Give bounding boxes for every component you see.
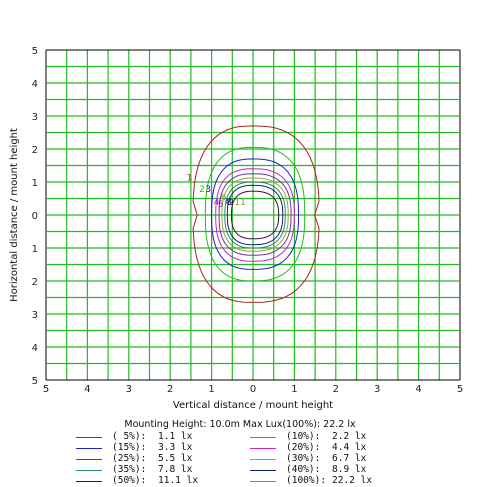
x-axis-label: Vertical distance / mount height bbox=[173, 400, 333, 411]
contour-line-6 bbox=[221, 177, 289, 252]
y-tick-label: 3 bbox=[32, 310, 38, 321]
contour-line-7 bbox=[224, 181, 286, 249]
legend-value: 5.5 lx bbox=[158, 453, 193, 464]
y-tick-label: 1 bbox=[32, 244, 38, 255]
contour-line-2 bbox=[204, 146, 306, 282]
legend-item: (40%): 8.9 lx bbox=[250, 464, 430, 476]
legend-swatch bbox=[76, 459, 102, 460]
legend-percent: ( 5%): bbox=[112, 431, 147, 442]
contour-line-4 bbox=[215, 168, 295, 262]
x-tick-label: 3 bbox=[126, 384, 132, 395]
x-tick-label: 2 bbox=[167, 384, 173, 395]
legend-swatch bbox=[76, 481, 102, 482]
contour-line-3 bbox=[211, 158, 300, 270]
y-tick-label: 2 bbox=[32, 277, 38, 288]
x-tick-label: 1 bbox=[208, 384, 214, 395]
legend-value: 2.2 lx bbox=[332, 431, 367, 442]
legend-item: (20%): 4.4 lx bbox=[250, 442, 430, 454]
legend-value: 11.1 lx bbox=[158, 475, 199, 486]
contour-line-8 bbox=[226, 184, 284, 246]
x-tick-label: 2 bbox=[333, 384, 339, 395]
x-tick-label: 5 bbox=[43, 384, 49, 395]
contour-line-1 bbox=[192, 125, 320, 303]
y-tick-label: 1 bbox=[32, 178, 38, 189]
legend-swatch bbox=[250, 470, 276, 471]
y-tick-labels: 5 4 3 2 1 0 1 2 3 4 5 bbox=[32, 46, 38, 387]
y-tick-label: 5 bbox=[32, 46, 38, 57]
contour-label: 5 bbox=[218, 200, 224, 210]
contour-label: 1 bbox=[187, 173, 193, 183]
contour-label: 4 bbox=[214, 198, 220, 208]
legend-item: ( 5%): 1.1 lx bbox=[76, 431, 256, 443]
legend-swatch bbox=[250, 437, 276, 438]
legend-percent: (50%): bbox=[112, 475, 147, 486]
contour-label: 9 bbox=[228, 198, 234, 208]
legend-item: (15%): 3.3 lx bbox=[76, 442, 256, 454]
legend-percent: (20%): bbox=[286, 442, 321, 453]
legend-item: (35%): 7.8 lx bbox=[76, 464, 256, 476]
legend-swatch bbox=[250, 459, 276, 460]
legend-percent: (15%): bbox=[112, 442, 147, 453]
x-tick-labels: 5 4 3 2 1 0 1 2 3 4 5 bbox=[43, 384, 463, 395]
legend-percent: (40%): bbox=[286, 464, 321, 475]
y-tick-label: 0 bbox=[32, 211, 38, 222]
legend-swatch bbox=[250, 481, 276, 482]
legend-item: (10%): 2.2 lx bbox=[250, 431, 430, 443]
x-tick-label: 3 bbox=[374, 384, 380, 395]
legend-item: (25%): 5.5 lx bbox=[76, 453, 256, 465]
y-tick-label: 5 bbox=[32, 376, 38, 387]
legend-value: 4.4 lx bbox=[332, 442, 367, 453]
contour-label: 2 bbox=[199, 185, 205, 195]
legend-value: 3.3 lx bbox=[158, 442, 193, 453]
x-tick-label: 5 bbox=[457, 384, 463, 395]
legend-swatch bbox=[76, 437, 102, 438]
legend-swatch bbox=[76, 448, 102, 449]
contour-label: 6 bbox=[221, 193, 227, 203]
legend-percent: (35%): bbox=[112, 464, 147, 475]
legend-item: (100%): 22.2 lx bbox=[250, 475, 430, 487]
y-tick-label: 3 bbox=[32, 112, 38, 123]
legend-percent: (25%): bbox=[112, 453, 147, 464]
x-tick-label: 4 bbox=[415, 384, 421, 395]
legend-value: 1.1 lx bbox=[158, 431, 193, 442]
legend-percent: (30%): bbox=[286, 453, 321, 464]
contour-label: 11 bbox=[234, 198, 245, 208]
mounting-info: Mounting Height: 10.0m Max Lux(100%): 22… bbox=[124, 419, 356, 430]
legend-item: (50%): 11.1 lx bbox=[76, 475, 256, 487]
y-tick-label: 4 bbox=[32, 79, 38, 90]
contour-label: 8 bbox=[226, 198, 232, 208]
legend-value: 7.8 lx bbox=[158, 464, 193, 475]
legend-swatch bbox=[76, 470, 102, 471]
legend-percent: (100%): bbox=[286, 475, 327, 486]
y-tick-label: 2 bbox=[32, 145, 38, 156]
legend-value: 22.2 lx bbox=[332, 475, 373, 486]
x-tick-label: 0 bbox=[250, 384, 256, 395]
x-tick-label: 1 bbox=[291, 384, 297, 395]
x-tick-label: 4 bbox=[84, 384, 90, 395]
contour-label: 3 bbox=[205, 185, 211, 195]
legend-percent: (10%): bbox=[286, 431, 321, 442]
y-axis-label: Horizontal distance / mount height bbox=[9, 128, 20, 302]
contour-line-5 bbox=[218, 173, 292, 256]
legend-item: (30%): 6.7 lx bbox=[250, 453, 430, 465]
contour-label: 7 bbox=[223, 197, 229, 207]
contour-line-9 bbox=[231, 190, 280, 240]
grid bbox=[45, 49, 461, 381]
contour-lines bbox=[192, 125, 320, 303]
legend-value: 6.7 lx bbox=[332, 453, 367, 464]
y-tick-label: 4 bbox=[32, 343, 38, 354]
legend-swatch bbox=[250, 448, 276, 449]
legend-value: 8.9 lx bbox=[332, 464, 367, 475]
